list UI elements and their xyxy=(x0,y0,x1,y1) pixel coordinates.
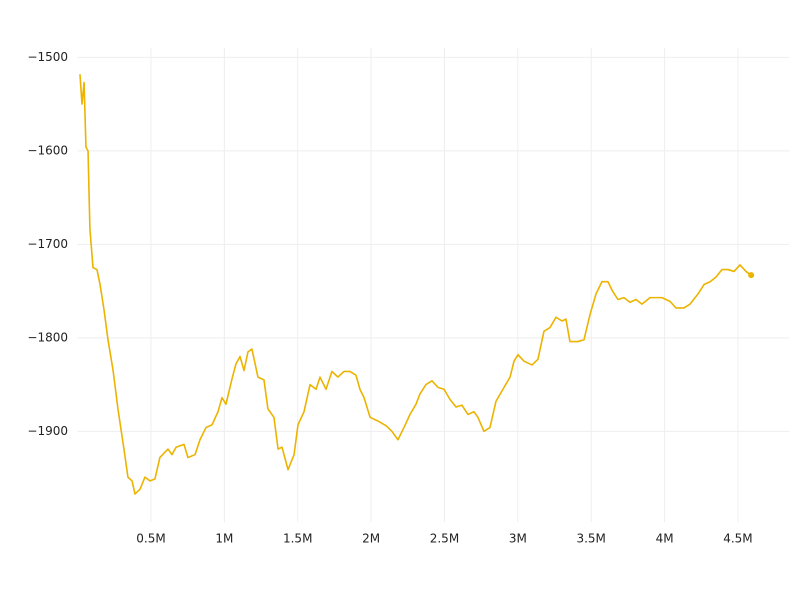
end-marker xyxy=(748,272,755,279)
x-tick-label: 1M xyxy=(215,532,233,546)
x-tick-label: 2M xyxy=(362,532,380,546)
x-tick-label: 2.5M xyxy=(430,532,459,546)
x-tick-label: 0.5M xyxy=(136,532,165,546)
y-tick-label: −1800 xyxy=(27,330,68,344)
x-tick-label: 4.5M xyxy=(723,532,752,546)
line-series xyxy=(79,74,752,495)
y-tick-label: −1600 xyxy=(27,143,68,157)
x-tick-label: 3M xyxy=(509,532,527,546)
x-tick-label: 1.5M xyxy=(283,532,312,546)
y-tick-label: −1700 xyxy=(27,237,68,251)
x-tick-label: 4M xyxy=(656,532,674,546)
x-tick-label: 3.5M xyxy=(576,532,605,546)
y-tick-label: −1900 xyxy=(27,424,68,438)
y-tick-label: −1500 xyxy=(27,50,68,64)
